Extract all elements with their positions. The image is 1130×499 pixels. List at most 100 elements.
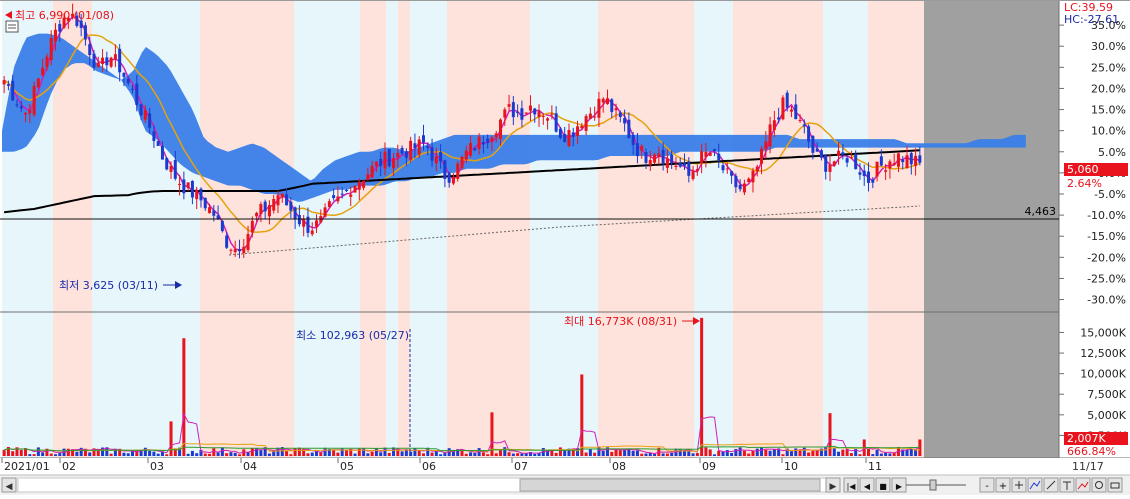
candle-body: [259, 204, 263, 214]
candle-body: [439, 152, 443, 162]
volume-bar: [627, 448, 631, 456]
candle-body: [357, 181, 361, 190]
panel-toggle-icon[interactable]: [5, 20, 19, 33]
volume-bar: [490, 412, 494, 456]
candle-body: [503, 109, 507, 118]
period-band: [410, 0, 447, 458]
month-label: 09: [702, 460, 716, 473]
volume-bar: [259, 450, 263, 456]
candle-body: [747, 178, 751, 183]
zoom-slider-thumb[interactable]: [929, 479, 937, 491]
scroll-left-button[interactable]: [1, 477, 17, 493]
candle-body: [785, 92, 789, 108]
settings-button[interactable]: [1091, 477, 1107, 493]
volume-bar: [19, 450, 23, 456]
volume-bar: [494, 453, 498, 456]
nav-stop-button[interactable]: [875, 477, 891, 493]
zoom-out-icon: -: [985, 481, 989, 492]
max-arrow-icon: [693, 317, 700, 325]
candle-body: [366, 174, 370, 180]
candle-body: [481, 142, 485, 145]
volume-bar: [404, 450, 408, 456]
volume-bar: [712, 454, 716, 456]
volume-tick-label: 15,000K: [1080, 326, 1126, 339]
candle-body: [79, 20, 83, 28]
candle-body: [220, 220, 224, 232]
volume-bar: [118, 448, 122, 456]
date-readout: 11/17: [1072, 460, 1104, 473]
candle-body: [845, 158, 849, 163]
month-label: 10: [784, 460, 798, 473]
candle-body: [417, 139, 421, 155]
nav-first-button[interactable]: [843, 477, 859, 493]
period-band: [823, 0, 868, 458]
print-button[interactable]: [1107, 477, 1123, 493]
volume-bar: [246, 452, 250, 456]
volume-bar: [473, 453, 477, 456]
volume-bar: [122, 452, 126, 456]
volume-bar: [618, 450, 622, 456]
volume-bar: [323, 447, 327, 456]
zoom-in-button[interactable]: [995, 477, 1011, 493]
volume-bar: [640, 453, 644, 456]
volume-bar: [36, 447, 40, 456]
last-volume-tag: [1064, 432, 1128, 445]
candle-body: [83, 25, 87, 40]
volume-bar: [340, 448, 344, 456]
candle-body: [336, 196, 340, 202]
scroll-thumb[interactable]: [519, 478, 821, 492]
candle-body: [11, 80, 15, 101]
volume-bar: [481, 452, 485, 456]
candle-body: [143, 110, 147, 120]
zoom-slider[interactable]: [906, 479, 966, 491]
indicator-button[interactable]: [1027, 477, 1043, 493]
volume-bar: [156, 453, 160, 456]
period-band: [360, 0, 386, 458]
candle-body: [477, 136, 481, 150]
volume-bar: [670, 452, 674, 456]
candle-body: [41, 67, 45, 76]
nav-prev-button[interactable]: [859, 477, 875, 493]
volume-bar: [905, 449, 909, 456]
volume-bar: [593, 452, 597, 456]
candle-body: [751, 170, 755, 183]
candle-body: [96, 62, 100, 67]
volume-bar: [96, 448, 100, 456]
month-label: 07: [514, 460, 528, 473]
volume-bar: [580, 374, 584, 456]
candle-body: [237, 249, 241, 252]
scroll-right-icon: ▶: [830, 482, 837, 492]
period-band: [294, 0, 360, 458]
candle-body: [871, 179, 875, 183]
volume-bar: [819, 448, 823, 456]
last-price-tag: [1064, 163, 1128, 176]
candle-body: [15, 104, 19, 106]
volume-bar: [567, 448, 571, 456]
volume-bar: [190, 450, 194, 456]
candle-body: [593, 116, 597, 118]
zoom-out-button[interactable]: [979, 477, 995, 493]
candle-body: [875, 161, 879, 177]
candle-body: [464, 150, 468, 160]
month-label: 06: [422, 460, 436, 473]
scroll-right-button[interactable]: [825, 477, 841, 493]
month-label: 05: [340, 460, 354, 473]
volume-bar: [841, 449, 845, 456]
candle-body: [704, 151, 708, 158]
candle-body: [486, 138, 490, 144]
candle-body: [225, 235, 229, 248]
candle-body: [734, 175, 738, 188]
candle-body: [246, 234, 250, 250]
volume-bar: [588, 449, 592, 456]
price-tick-label: 5.0%: [1098, 146, 1126, 159]
candle-body: [362, 180, 366, 188]
candle-body: [777, 117, 781, 120]
candle-body: [738, 184, 742, 190]
x-axis-strip: [0, 458, 1130, 475]
volume-bar: [665, 453, 669, 456]
volume-bar: [871, 454, 875, 456]
volume-bar: [169, 421, 173, 456]
candle-body: [614, 108, 618, 111]
volume-bar: [370, 451, 374, 456]
